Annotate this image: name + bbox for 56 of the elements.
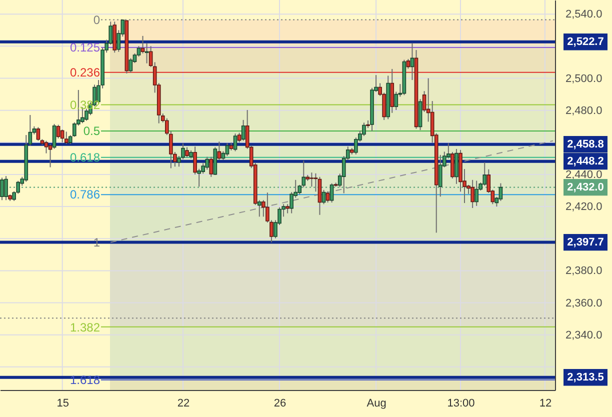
- candlestick: [286, 204, 290, 214]
- candlestick: [60, 129, 64, 143]
- candlestick: [185, 146, 189, 158]
- candlestick: [322, 189, 326, 205]
- ref-line-label: 2,313.5: [567, 371, 604, 384]
- candlestick: [241, 119, 246, 142]
- y-tick-label: 2,340.0: [566, 329, 602, 342]
- y-tick-label: 2,360.0: [566, 297, 602, 310]
- y2-tick-label: 0.786: [70, 188, 100, 202]
- candlestick: [0, 177, 4, 201]
- y2-tick-label: 0.236: [70, 65, 100, 80]
- y2-tick-label: 0: [93, 12, 100, 27]
- candlestick: [128, 58, 133, 74]
- y-tick-label: 2,500.0: [566, 72, 602, 85]
- candlestick: [470, 179, 474, 208]
- y-tick-label: 2,420.0: [566, 201, 602, 214]
- candlestick: [36, 126, 40, 142]
- y2-tick-label: 1: [93, 235, 100, 250]
- ref-line-label: 2,458.8: [567, 138, 604, 150]
- candlestick: [56, 124, 60, 139]
- candlestick: [474, 180, 478, 206]
- x-tick-label: 22: [177, 398, 190, 410]
- candlestick: [205, 156, 210, 170]
- ref-line-label: 2,448.2: [567, 155, 604, 168]
- candlestick: [225, 142, 230, 157]
- candlestick: [209, 156, 214, 178]
- candlestick: [233, 133, 238, 152]
- ref-line-label: 2,522.7: [567, 36, 604, 48]
- candlestick: [326, 190, 330, 204]
- candlestick: [44, 140, 48, 154]
- ref-line-label: 2,397.7: [567, 236, 604, 248]
- candlestick: [140, 35, 145, 54]
- candlestick: [318, 176, 322, 216]
- candlestick: [482, 162, 487, 186]
- y-tick-label: 2,480.0: [566, 104, 602, 117]
- candlestick: [4, 176, 8, 201]
- x-tick-label: 12: [539, 398, 552, 410]
- x-tick-label: 15: [56, 398, 69, 410]
- x-tick-label: 26: [274, 398, 286, 410]
- y-tick-label: 2,380.0: [566, 265, 602, 278]
- y2-tick-label: 1.382: [70, 320, 100, 334]
- candlestick: [498, 182, 503, 202]
- candlestick: [310, 172, 314, 188]
- candlestick: [406, 58, 410, 70]
- y-tick-label: 2,540.0: [566, 8, 602, 21]
- ref-line-label: 2,432.0: [567, 181, 604, 194]
- candlestick: [330, 182, 334, 204]
- y2-tick-label: 0.5: [83, 124, 100, 138]
- x-tick-label: Aug: [366, 398, 386, 410]
- y2-tick-label: 0.125: [70, 40, 100, 55]
- candlestick: [48, 144, 52, 168]
- candlestick: [454, 148, 458, 184]
- x-tick-label: 13:00: [447, 398, 475, 410]
- candlestick: [64, 131, 68, 145]
- y-tick-label: 2,440.0: [566, 168, 602, 181]
- candlestick: [410, 42, 414, 81]
